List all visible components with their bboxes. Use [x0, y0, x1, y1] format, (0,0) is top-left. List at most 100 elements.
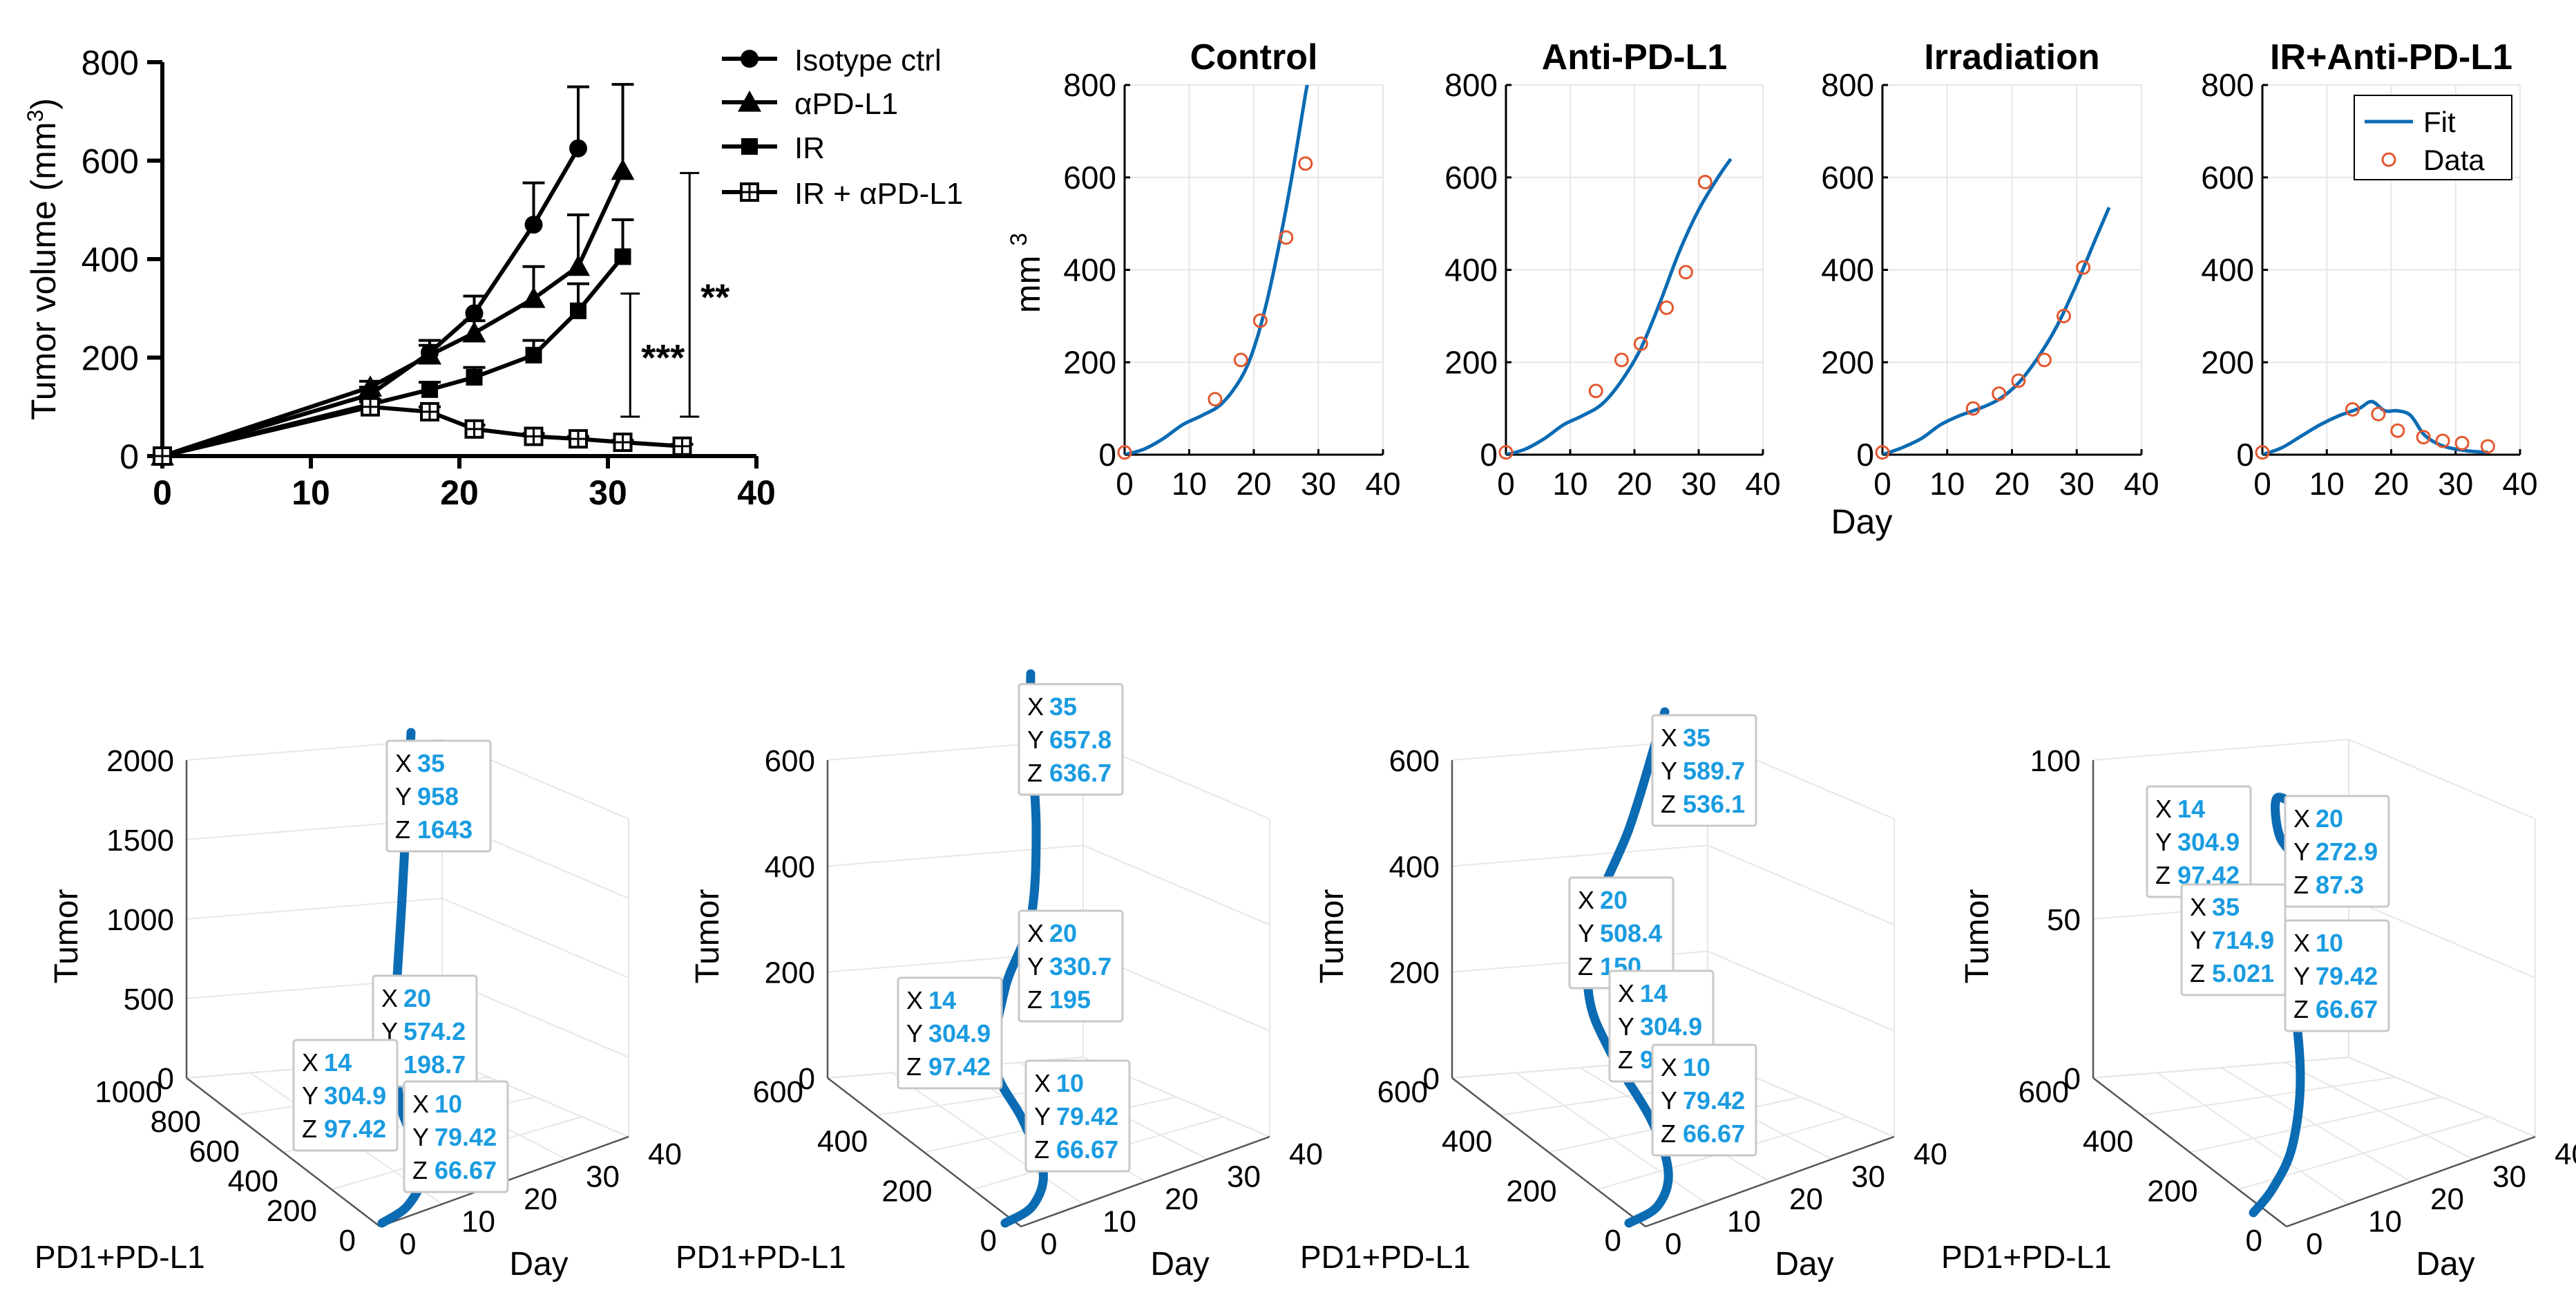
a-point — [465, 304, 484, 323]
c-datatip-key: Z — [412, 1156, 428, 1184]
b-xtick-label: 40 — [1365, 466, 1400, 502]
c-xtick-label: 30 — [1851, 1160, 1885, 1194]
c-xtick-label: 20 — [524, 1182, 557, 1216]
c-datatip-value: 10 — [1056, 1069, 1084, 1097]
c-xtick-label: 40 — [1289, 1137, 1323, 1171]
c-datatip-key: Y — [1027, 726, 1044, 754]
a-xtick-label: 40 — [737, 473, 776, 512]
c-datatip-key: X — [1027, 692, 1044, 721]
b-ytick-label: 600 — [1063, 160, 1116, 196]
b-xtick-label: 20 — [1994, 466, 2030, 502]
c-zlabel: Tumor — [1959, 889, 1996, 984]
c-datatip-box — [897, 976, 1003, 1090]
c-ytick-label: 600 — [189, 1135, 240, 1169]
b-data-point — [1614, 352, 1629, 368]
c-datatip-key: Y — [2293, 962, 2310, 990]
c-xtick-label: 30 — [2492, 1160, 2526, 1194]
c-ztick-label: 100 — [2030, 744, 2081, 778]
b-ytick-label: 800 — [1444, 67, 1498, 103]
c-datatip-value: 66.67 — [1056, 1135, 1118, 1164]
c-datatip-key: Z — [1027, 759, 1042, 787]
a-ytick-label: 800 — [82, 44, 139, 82]
c-grid — [2348, 898, 2536, 978]
c-ztick-label: 2000 — [106, 744, 174, 778]
b-ytick-label: 0 — [2236, 437, 2254, 473]
b-ytick-label: 0 — [1480, 437, 1498, 473]
c-datatip-value: 66.67 — [435, 1156, 497, 1184]
b-data-point — [1697, 174, 1712, 189]
b-data-point — [1965, 401, 1981, 416]
b-ytick-label: 200 — [1444, 344, 1498, 380]
b-data-point — [2057, 308, 2071, 323]
b-data-point — [2416, 430, 2431, 445]
c-datatip-value: 636.7 — [1049, 759, 1112, 787]
a-legend-label: IR — [794, 131, 825, 165]
c-datatip-box — [1018, 683, 1124, 796]
c-ztick-label: 200 — [765, 956, 815, 990]
c-ytick-label: 200 — [881, 1174, 932, 1208]
b-data-point — [1279, 230, 1294, 245]
c-ylabel: PD1+PD-L1 — [35, 1239, 205, 1275]
c-datatip-key: X — [1661, 1053, 1677, 1081]
c-zlabel: Tumor — [1314, 889, 1351, 984]
c-datatip-box — [1018, 909, 1124, 1023]
c-datatip-value: 79.42 — [1056, 1102, 1118, 1130]
b-ytick-label: 800 — [1821, 67, 1874, 103]
b-data-point — [2371, 406, 2386, 422]
a-xtick-label: 20 — [440, 473, 479, 512]
c-ytick-label: 400 — [817, 1125, 868, 1159]
c-datatip-value: 20 — [1600, 886, 1628, 914]
c-datatip-value: 14 — [928, 986, 956, 1014]
b-data-point — [2011, 373, 2026, 388]
c-ztick-label: 0 — [158, 1062, 174, 1096]
b-fit-line — [1506, 158, 1733, 455]
c-datatip-key: Y — [412, 1123, 429, 1151]
c-ytick-label: 0 — [1605, 1224, 1621, 1258]
b-data-point — [2454, 435, 2470, 451]
c-grid — [1707, 844, 1895, 926]
c-datatip-value: 79.42 — [2316, 962, 2378, 990]
c-zlabel: Tumor — [48, 889, 85, 984]
c-xtick-label: 0 — [1040, 1227, 1057, 1261]
c-datatip-box — [1024, 1059, 1131, 1173]
c-datatip-key: Z — [906, 1052, 922, 1081]
b-data-point — [1992, 386, 2007, 401]
c-datatip-value: 958 — [417, 782, 459, 811]
b-ylabel: mm 3 — [1006, 233, 1047, 313]
b-xtick-label: 20 — [2374, 466, 2409, 502]
c-datatip-value: 304.9 — [2177, 828, 2240, 856]
b-legend-data-marker — [2381, 152, 2396, 167]
c-datatip-key: Z — [2190, 959, 2205, 987]
c-grid — [2092, 739, 2349, 761]
b-ytick-label: 200 — [1821, 344, 1874, 380]
c-xlabel: Day — [1775, 1246, 1833, 1283]
c-datatip-key: Y — [1661, 1086, 1677, 1115]
c-datatip-key: Y — [1027, 952, 1044, 981]
c-ytick-label: 1000 — [95, 1075, 162, 1109]
a-series-line-1 — [162, 169, 625, 458]
c-xtick-label: 20 — [2430, 1182, 2464, 1216]
b-legend-label: Fit — [2423, 106, 2456, 138]
b-ytick-label: 600 — [1821, 160, 1874, 196]
b-legend-box — [2354, 95, 2512, 180]
c-y-axis — [1451, 1077, 1646, 1227]
c-datatip-key: X — [302, 1048, 318, 1077]
c-datatip-value: 304.9 — [1640, 1012, 1702, 1041]
c-datatip-key: X — [1578, 886, 1594, 914]
c-xtick-label: 10 — [1727, 1205, 1761, 1239]
c-datatip-key: Y — [302, 1081, 318, 1110]
c-datatip-key: Z — [2155, 861, 2170, 889]
c-ztick-label: 400 — [765, 850, 815, 884]
c-xlabel: Day — [509, 1246, 568, 1283]
c-datatip-value: 574.2 — [403, 1017, 466, 1046]
c-ztick-label: 200 — [1389, 956, 1440, 990]
c-grid — [441, 898, 629, 978]
c-datatip-key: X — [2190, 893, 2206, 921]
c-ytick-label: 600 — [1377, 1075, 1428, 1109]
a-point — [522, 287, 546, 308]
c-datatip-key: Z — [1027, 985, 1042, 1014]
c-datatip-value: 79.42 — [435, 1123, 497, 1151]
c-datatip-key: X — [2293, 929, 2310, 957]
c-datatip-value: 657.8 — [1049, 726, 1112, 754]
